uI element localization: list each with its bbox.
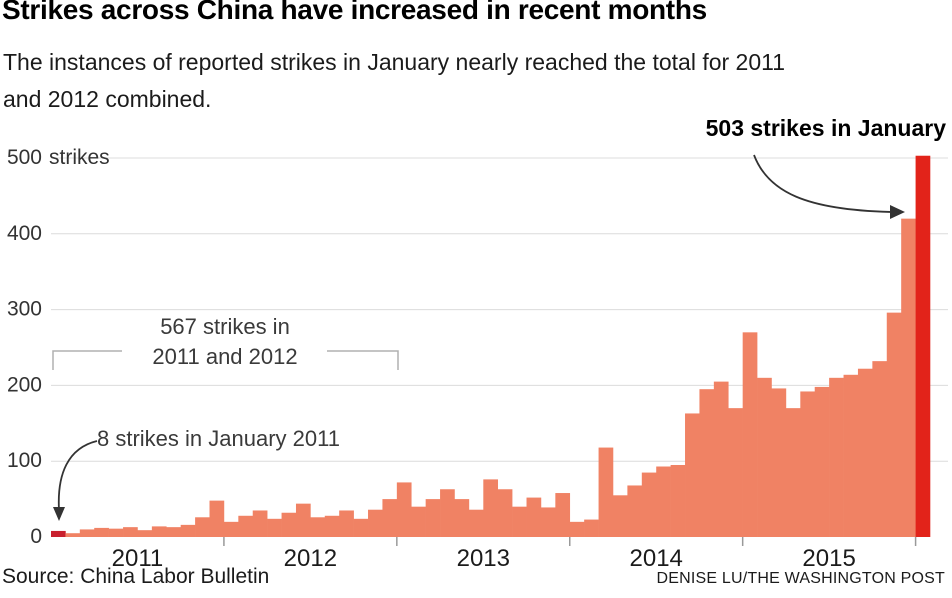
bar-May-2015 bbox=[800, 391, 816, 537]
bracket-2011-2012 bbox=[52, 350, 399, 370]
bar-Oct-2014 bbox=[699, 389, 715, 537]
credit-label: DENISE LU/THE WASHINGTON POST bbox=[656, 570, 945, 587]
x-axis-label-2012: 2012 bbox=[284, 545, 337, 572]
bar-Sep-2015 bbox=[857, 368, 873, 537]
bar-May-2013 bbox=[454, 499, 470, 537]
bar-Oct-2015 bbox=[872, 361, 888, 537]
annotation-2011-2012-total: 567 strikes in 2011 and 2012 bbox=[152, 314, 298, 369]
arrow-to-jan-2016-bar bbox=[753, 154, 893, 213]
bar-Sep-2014 bbox=[685, 413, 700, 537]
bar-Apr-2012 bbox=[267, 518, 282, 537]
bar-May-2011 bbox=[108, 528, 124, 537]
bar-Aug-2013 bbox=[497, 489, 513, 537]
bar-Nov-2015 bbox=[886, 312, 902, 537]
bar-Jan-2015 bbox=[742, 332, 758, 537]
bar-Feb-2014 bbox=[584, 519, 599, 537]
subtitle-line-2: and 2012 combined. bbox=[3, 86, 212, 112]
bar-Dec-2014 bbox=[728, 408, 743, 537]
bar-Oct-2013 bbox=[526, 497, 542, 537]
arrow-to-jan-2011-bar bbox=[57, 440, 98, 511]
bar-Aug-2015 bbox=[843, 374, 859, 537]
y-axis-label-200: 200 bbox=[7, 373, 42, 396]
bar-Apr-2011 bbox=[94, 527, 109, 537]
y-axis-label-300: 300 bbox=[7, 298, 42, 321]
chart-title: Strikes across China have increased in r… bbox=[2, 0, 707, 25]
bar-Jun-2015 bbox=[814, 386, 830, 537]
bar-Feb-2011 bbox=[65, 533, 81, 537]
arrowhead-jan-2011 bbox=[53, 507, 65, 521]
bar-Nov-2011 bbox=[195, 517, 210, 537]
bar-Jan-2014 bbox=[569, 521, 585, 537]
bar-Oct-2011 bbox=[180, 524, 196, 537]
bar-Sep-2012 bbox=[339, 510, 354, 537]
bar-Feb-2015 bbox=[757, 377, 772, 537]
bar-Sep-2013 bbox=[512, 506, 527, 537]
bar-Jul-2013 bbox=[483, 479, 499, 537]
bar-Nov-2014 bbox=[713, 381, 729, 537]
bar-Mar-2011 bbox=[79, 529, 95, 537]
bar-Feb-2012 bbox=[238, 515, 254, 537]
bar-Jan-2016 bbox=[915, 155, 931, 538]
bar-Nov-2012 bbox=[368, 509, 383, 537]
bar-Jan-2012 bbox=[223, 521, 239, 537]
bar-Oct-2012 bbox=[353, 518, 369, 537]
bar-Dec-2013 bbox=[555, 493, 571, 537]
bar-Mar-2014 bbox=[598, 447, 614, 537]
source-label: Source: China Labor Bulletin bbox=[2, 565, 270, 588]
y-axis-unit-label: strikes bbox=[49, 146, 110, 169]
bar-Jan-2011 bbox=[51, 530, 66, 537]
chart-subtitle: The instances of reported strikes in Jan… bbox=[3, 44, 951, 118]
bar-Feb-2013 bbox=[411, 506, 426, 537]
bar-Jun-2013 bbox=[468, 509, 484, 537]
y-axis-label-400: 400 bbox=[7, 222, 42, 245]
bar-Apr-2013 bbox=[440, 489, 455, 537]
subtitle-line-1: The instances of reported strikes in Jan… bbox=[3, 49, 786, 75]
y-axis-label-0: 0 bbox=[30, 525, 42, 548]
bar-Dec-2011 bbox=[209, 500, 225, 537]
annotation-jan-2011-strikes: 8 strikes in January 2011 bbox=[97, 426, 340, 451]
bar-Mar-2015 bbox=[771, 388, 787, 537]
arrowhead-jan-2016 bbox=[890, 205, 905, 219]
x-axis-label-2014: 2014 bbox=[630, 545, 683, 572]
bar-Jan-2013 bbox=[396, 482, 412, 537]
bar-Aug-2012 bbox=[324, 515, 340, 537]
bar-Jun-2011 bbox=[123, 527, 138, 537]
bar-Jul-2014 bbox=[656, 466, 671, 537]
bar-May-2012 bbox=[281, 512, 297, 537]
bar-Jul-2011 bbox=[137, 530, 153, 537]
y-axis-label-100: 100 bbox=[7, 449, 42, 472]
bar-Sep-2011 bbox=[166, 527, 181, 537]
bar-Mar-2012 bbox=[252, 510, 268, 537]
bar-Apr-2014 bbox=[612, 495, 628, 537]
bar-Aug-2014 bbox=[670, 464, 686, 537]
bar-Mar-2013 bbox=[425, 499, 441, 537]
bar-Dec-2015 bbox=[901, 218, 916, 537]
bar-Jun-2014 bbox=[641, 472, 657, 537]
x-axis-label-2011: 2011 bbox=[112, 545, 164, 572]
bar-Apr-2015 bbox=[785, 408, 801, 537]
annotation-jan-2016-strikes: 503 strikes in January bbox=[705, 115, 946, 141]
y-axis-label-500: 500 bbox=[7, 146, 42, 169]
bar-Jul-2015 bbox=[829, 377, 844, 537]
bar-Aug-2011 bbox=[151, 526, 167, 537]
x-axis-label-2015: 2015 bbox=[802, 545, 855, 572]
bar-Jun-2012 bbox=[295, 503, 311, 537]
bar-Dec-2012 bbox=[382, 499, 398, 537]
bar-Nov-2013 bbox=[540, 507, 556, 537]
bar-Jul-2012 bbox=[310, 517, 326, 537]
x-axis-label-2013: 2013 bbox=[457, 545, 510, 572]
bar-May-2014 bbox=[627, 485, 643, 537]
